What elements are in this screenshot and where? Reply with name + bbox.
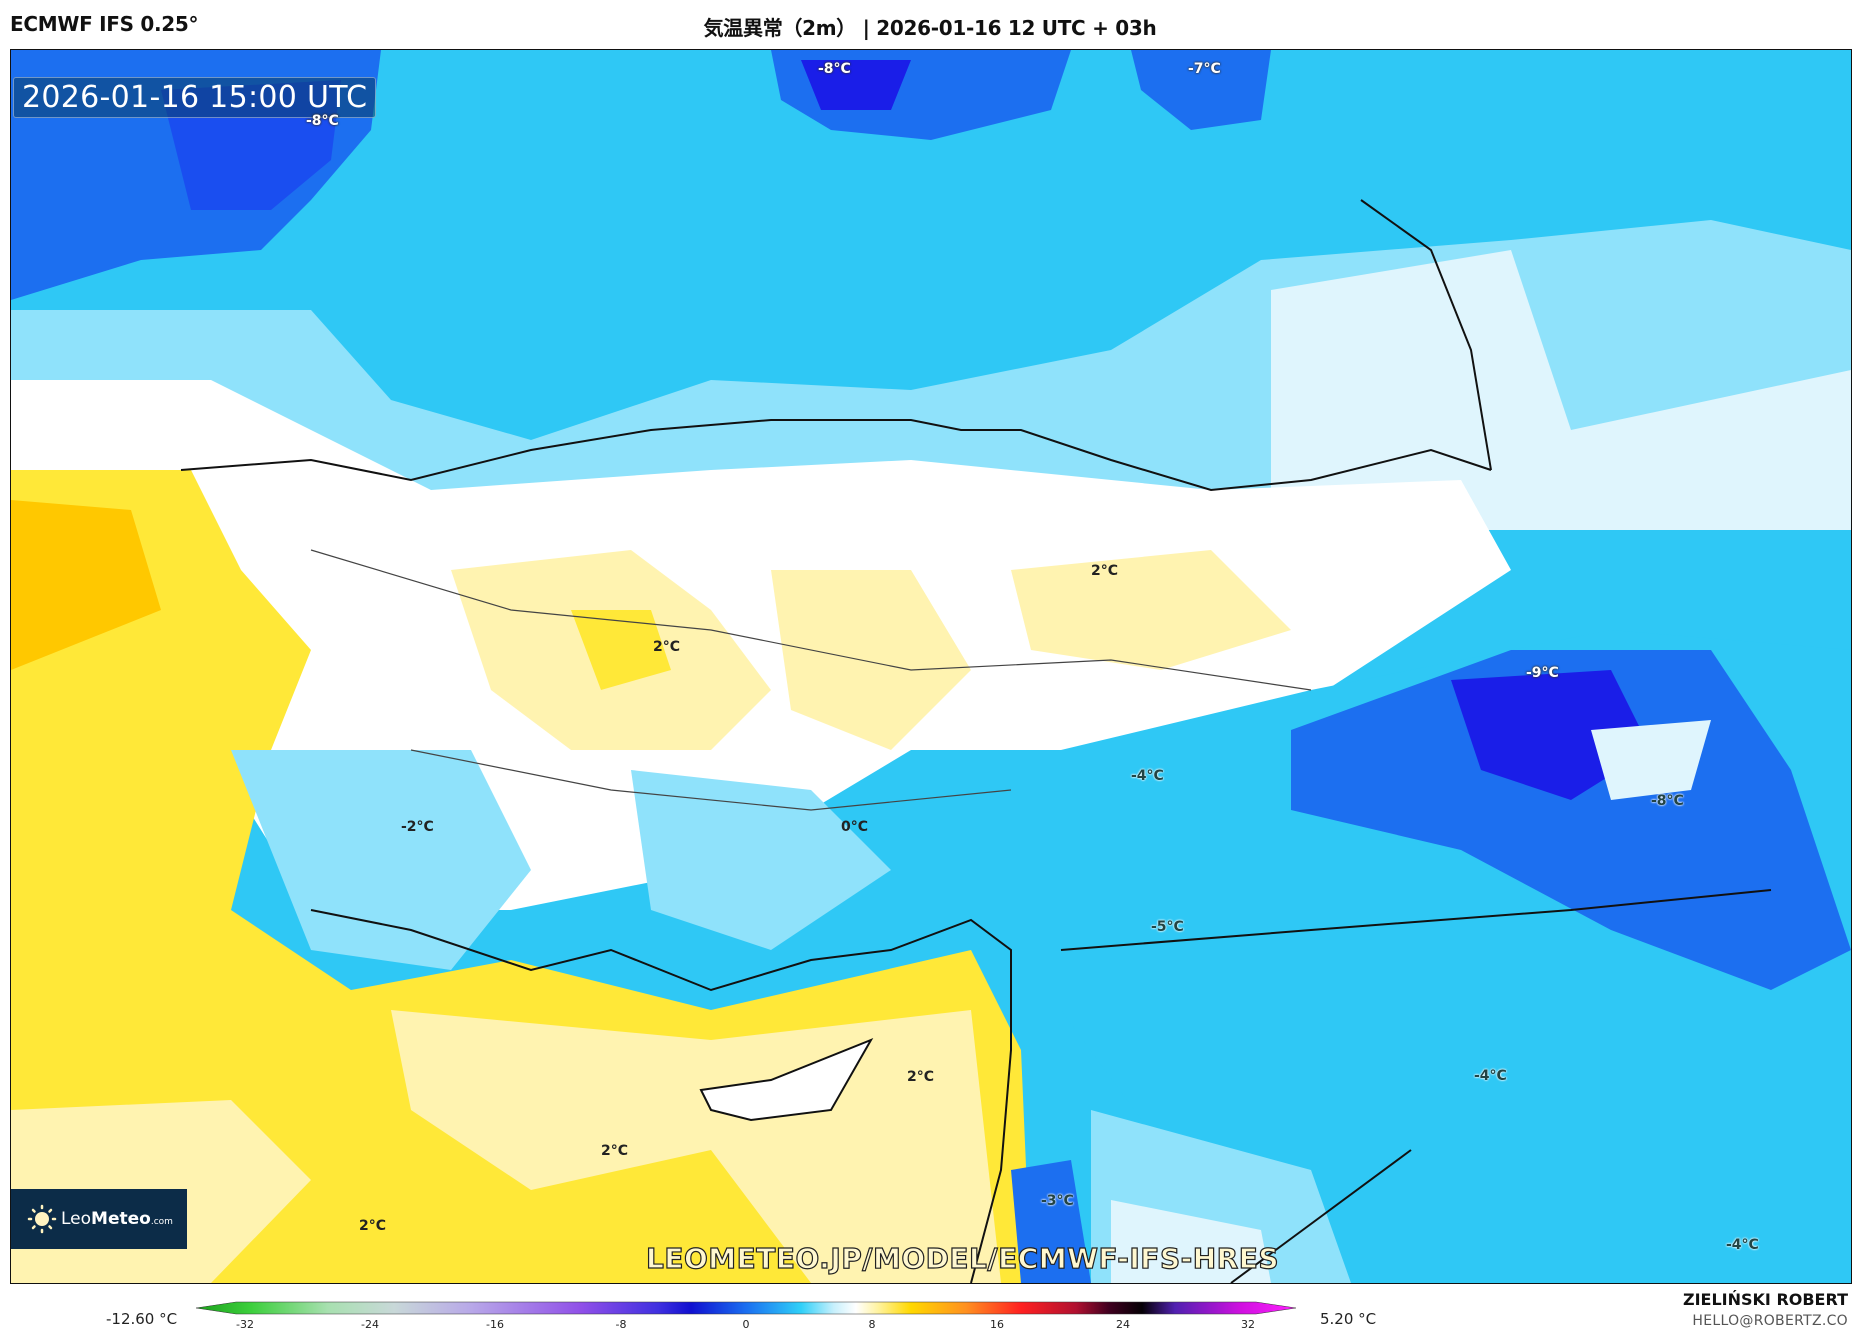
sun-icon xyxy=(27,1204,57,1234)
contour-label: -8°C xyxy=(306,113,339,129)
contour-label: 2°C xyxy=(601,1143,629,1159)
colorbar-min-label: -12.60 °C xyxy=(106,1310,178,1328)
contour-label: -9°C xyxy=(1526,665,1559,681)
valid-time-badge: 2026-01-16 15:00 UTC xyxy=(13,77,377,118)
contour-label: 2°C xyxy=(907,1069,935,1085)
contour-label: -4°C xyxy=(1474,1068,1507,1084)
colorbar xyxy=(196,1301,1296,1315)
colorbar-tick: 16 xyxy=(990,1318,1004,1331)
colorbar-tick: 8 xyxy=(868,1318,876,1331)
author-email[interactable]: HELLO@ROBERTZ.CO xyxy=(1692,1313,1848,1329)
colorbar-tick: 0 xyxy=(742,1318,750,1331)
source-watermark: LEOMETEO.JP/MODEL/ECMWF-IFS-HRES xyxy=(645,1241,1280,1275)
contour-label: 2°C xyxy=(653,639,681,655)
temperature-anomaly-map: 2026-01-16 15:00 UTC -8°C -8°C -7°C 2°C 2°C -… xyxy=(10,49,1852,1284)
leometeo-logo[interactable]: LeoMeteo.com xyxy=(11,1189,187,1249)
model-name: ECMWF IFS 0.25° xyxy=(10,12,199,36)
colorbar-tick: -32 xyxy=(236,1318,254,1331)
colorbar-tick: 32 xyxy=(1241,1318,1255,1331)
colorbar-tick: -16 xyxy=(486,1318,504,1331)
logo-text: LeoMeteo.com xyxy=(61,1209,173,1229)
contour-label: -4°C xyxy=(1726,1237,1759,1253)
colorbar-tick: -24 xyxy=(361,1318,379,1331)
contour-label: -2°C xyxy=(401,819,434,835)
colorbar-tick: -8 xyxy=(615,1318,627,1331)
contour-label: -8°C xyxy=(1651,793,1684,809)
map-field xyxy=(11,50,1851,1283)
author-name: ZIELIŃSKI ROBERT xyxy=(1682,1290,1848,1309)
colorbar-tick: 24 xyxy=(1116,1318,1130,1331)
contour-label: -4°C xyxy=(1131,768,1164,784)
contour-label: -7°C xyxy=(1188,61,1221,77)
contour-label: -3°C xyxy=(1041,1193,1074,1209)
colorbar-max-label: 5.20 °C xyxy=(1320,1310,1377,1328)
contour-label: -5°C xyxy=(1151,919,1184,935)
contour-label: 0°C xyxy=(841,819,869,835)
contour-label: -8°C xyxy=(818,61,851,77)
colorbar-ticks: -32 -24 -16 -8 0 8 16 24 32 xyxy=(0,1318,1860,1338)
contour-label: 2°C xyxy=(359,1218,387,1234)
chart-title: 気温異常（2m） | 2026-01-16 12 UTC + 03h xyxy=(703,16,1157,40)
contour-label: 2°C xyxy=(1091,563,1119,579)
